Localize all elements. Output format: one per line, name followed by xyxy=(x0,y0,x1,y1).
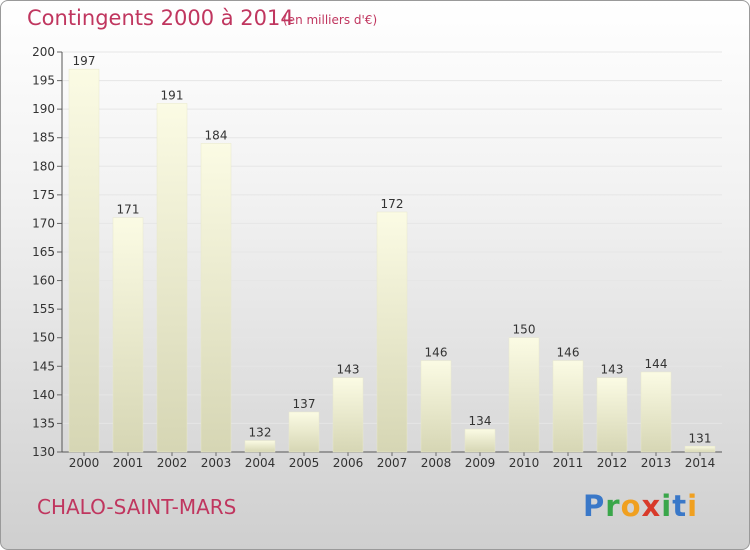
bar-2001 xyxy=(112,217,144,453)
x-tick-label: 2003 xyxy=(201,456,232,470)
logo-letter: o xyxy=(620,489,642,523)
x-tick-label: 2008 xyxy=(421,456,452,470)
data-label: 137 xyxy=(293,397,316,411)
y-tick-label: 165 xyxy=(32,245,55,259)
logo-letter: x xyxy=(641,489,662,523)
bar-2012 xyxy=(596,377,628,453)
data-label: 143 xyxy=(337,363,360,377)
logo-letter: t xyxy=(672,489,688,523)
data-label: 132 xyxy=(249,426,272,440)
x-tick-label: 2005 xyxy=(289,456,320,470)
bar-2011 xyxy=(552,360,584,453)
x-tick-label: 2000 xyxy=(69,456,100,470)
x-tick-label: 2010 xyxy=(509,456,540,470)
bar-2009 xyxy=(464,428,496,453)
y-tick-label: 175 xyxy=(32,188,55,202)
bar-2008 xyxy=(420,360,452,453)
y-tick-label: 185 xyxy=(32,131,55,145)
data-label: 191 xyxy=(161,88,184,102)
x-tick-label: 2012 xyxy=(597,456,628,470)
x-tick-label: 2006 xyxy=(333,456,364,470)
y-tick-label: 190 xyxy=(32,102,55,116)
y-tick-label: 135 xyxy=(32,416,55,430)
bar-2000 xyxy=(68,68,100,453)
proxiti-logo: Proxiti xyxy=(583,489,698,523)
logo-letter: i xyxy=(687,489,699,523)
y-tick-label: 145 xyxy=(32,359,55,373)
y-tick-label: 200 xyxy=(32,45,55,59)
logo-letter: P xyxy=(583,489,606,523)
bar-2005 xyxy=(288,411,320,453)
y-tick-label: 195 xyxy=(32,74,55,88)
data-label: 134 xyxy=(469,414,492,428)
x-tick-label: 2007 xyxy=(377,456,408,470)
chart-title: Contingents 2000 à 2014 xyxy=(27,6,294,30)
x-tick-label: 2004 xyxy=(245,456,276,470)
data-label: 143 xyxy=(601,363,624,377)
x-tick-label: 2009 xyxy=(465,456,496,470)
data-label: 184 xyxy=(205,128,228,142)
x-tick-label: 2011 xyxy=(553,456,584,470)
data-label: 171 xyxy=(117,203,140,217)
x-tick-label: 2002 xyxy=(157,456,188,470)
bar-2002 xyxy=(156,103,188,453)
x-tick-label: 2001 xyxy=(113,456,144,470)
logo-letter: r xyxy=(605,489,621,523)
chart-subtitle: (en milliers d'€) xyxy=(283,13,378,27)
bar-2003 xyxy=(200,143,232,453)
data-label: 197 xyxy=(73,54,96,68)
bar-2006 xyxy=(332,377,364,453)
bar-2010 xyxy=(508,337,540,453)
data-label: 146 xyxy=(557,346,580,360)
y-tick-label: 130 xyxy=(32,445,55,459)
y-tick-label: 170 xyxy=(32,216,55,230)
y-tick-label: 140 xyxy=(32,388,55,402)
city-name: CHALO-SAINT-MARS xyxy=(37,495,237,519)
data-label: 146 xyxy=(425,346,448,360)
bar-2004 xyxy=(244,440,276,453)
data-label: 150 xyxy=(513,323,536,337)
y-tick-label: 150 xyxy=(32,331,55,345)
data-label: 172 xyxy=(381,197,404,211)
bar-2007 xyxy=(376,211,408,453)
bar-2014 xyxy=(684,446,716,453)
bar-2013 xyxy=(640,371,672,453)
x-tick-label: 2014 xyxy=(685,456,716,470)
y-tick-label: 160 xyxy=(32,274,55,288)
y-tick-label: 180 xyxy=(32,159,55,173)
y-tick-label: 155 xyxy=(32,302,55,316)
logo-letter: i xyxy=(661,489,673,523)
x-tick-label: 2013 xyxy=(641,456,672,470)
data-label: 144 xyxy=(645,357,668,371)
data-label: 131 xyxy=(689,431,712,445)
